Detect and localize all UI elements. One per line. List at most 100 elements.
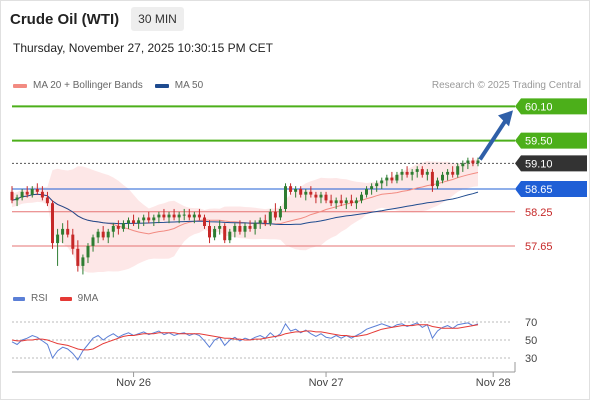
candle: [228, 228, 232, 244]
candle-body: [405, 171, 409, 175]
candle: [35, 183, 39, 195]
candle-body: [20, 191, 24, 198]
candle-body: [56, 234, 60, 244]
candle: [248, 220, 252, 232]
candle-body: [66, 228, 70, 235]
timeframe-badge[interactable]: 30 MIN: [131, 7, 184, 31]
candle: [25, 186, 29, 198]
candle-body: [268, 211, 272, 224]
candle: [385, 174, 389, 187]
ma50-swatch-icon: [154, 83, 169, 88]
level-label: 60.10: [525, 101, 553, 113]
candle-body: [157, 214, 161, 218]
candle: [192, 211, 196, 224]
level-label: 58.25: [525, 207, 553, 219]
candle: [203, 214, 206, 229]
candle: [289, 183, 293, 195]
candle: [263, 214, 267, 227]
candle-body: [91, 237, 95, 246]
ma50-line: [11, 191, 479, 225]
candle: [436, 177, 439, 189]
forecast-arrowhead-icon: [498, 110, 513, 127]
candle-body: [476, 160, 480, 164]
legend-ma9: 9MA: [59, 293, 99, 304]
candle: [380, 177, 384, 189]
candle: [314, 191, 318, 204]
candle: [425, 169, 429, 181]
candle-body: [354, 200, 358, 204]
candle-body: [304, 191, 308, 195]
candle: [56, 228, 60, 266]
candle: [400, 169, 404, 181]
candle: [370, 183, 374, 195]
candle-body: [167, 214, 171, 218]
candle-body: [147, 217, 151, 221]
candle: [451, 166, 455, 178]
legend-ma50-label: MA 50: [174, 80, 204, 91]
candle-body: [410, 171, 414, 175]
candle: [233, 223, 237, 238]
candle-body: [51, 203, 54, 244]
candle: [405, 166, 409, 178]
candle: [471, 157, 475, 167]
candle-body: [375, 183, 379, 187]
candle: [76, 240, 80, 272]
candle: [147, 211, 151, 224]
candle-body: [314, 194, 318, 198]
candle-body: [273, 211, 277, 218]
candle: [441, 171, 444, 184]
candle: [258, 217, 262, 229]
candle: [466, 157, 470, 170]
candle-body: [182, 214, 186, 216]
candle: [51, 200, 54, 249]
candle-body: [187, 214, 191, 218]
candle: [354, 197, 358, 209]
level-tag-resistance: [515, 98, 587, 115]
candle-body: [101, 231, 105, 238]
candle-body: [111, 226, 115, 232]
candle: [476, 157, 480, 167]
candle: [278, 206, 282, 221]
bollinger-band: [12, 158, 478, 273]
candle: [223, 223, 227, 244]
candle-body: [76, 248, 80, 266]
candle-body: [121, 223, 125, 229]
candle-body: [248, 226, 252, 229]
candle: [375, 180, 379, 192]
candle-body: [425, 171, 429, 175]
candle-body: [162, 214, 166, 218]
instrument-title: Crude Oil (WTI): [10, 10, 120, 28]
candle-body: [116, 226, 120, 229]
candle: [309, 186, 313, 198]
candle: [66, 220, 70, 238]
candle-body: [344, 200, 348, 204]
candle-body: [61, 228, 65, 235]
candle: [182, 208, 186, 221]
candle: [339, 194, 343, 207]
candle-body: [253, 223, 257, 229]
candle-body: [319, 194, 323, 198]
candle: [218, 220, 222, 235]
candle: [390, 171, 394, 184]
candle: [238, 220, 242, 235]
candle-body: [324, 194, 328, 201]
candle-body: [415, 169, 419, 172]
legend-ma20: MA 20 + Bollinger Bands: [13, 80, 143, 91]
candle: [446, 169, 450, 181]
legend-ma9-label: 9MA: [77, 293, 99, 304]
candle-body: [35, 189, 39, 192]
candle-body: [45, 197, 49, 204]
candle: [167, 211, 171, 224]
candle: [430, 169, 434, 192]
candle: [344, 197, 348, 209]
candle: [91, 234, 95, 252]
candle: [71, 228, 75, 255]
candle: [15, 194, 19, 207]
level-label: 58.65: [525, 184, 553, 196]
candle-body: [218, 226, 222, 229]
candle-body: [208, 226, 211, 238]
candle: [410, 169, 414, 181]
candle-body: [334, 200, 338, 204]
candle-body: [360, 194, 363, 201]
candle: [81, 254, 85, 275]
